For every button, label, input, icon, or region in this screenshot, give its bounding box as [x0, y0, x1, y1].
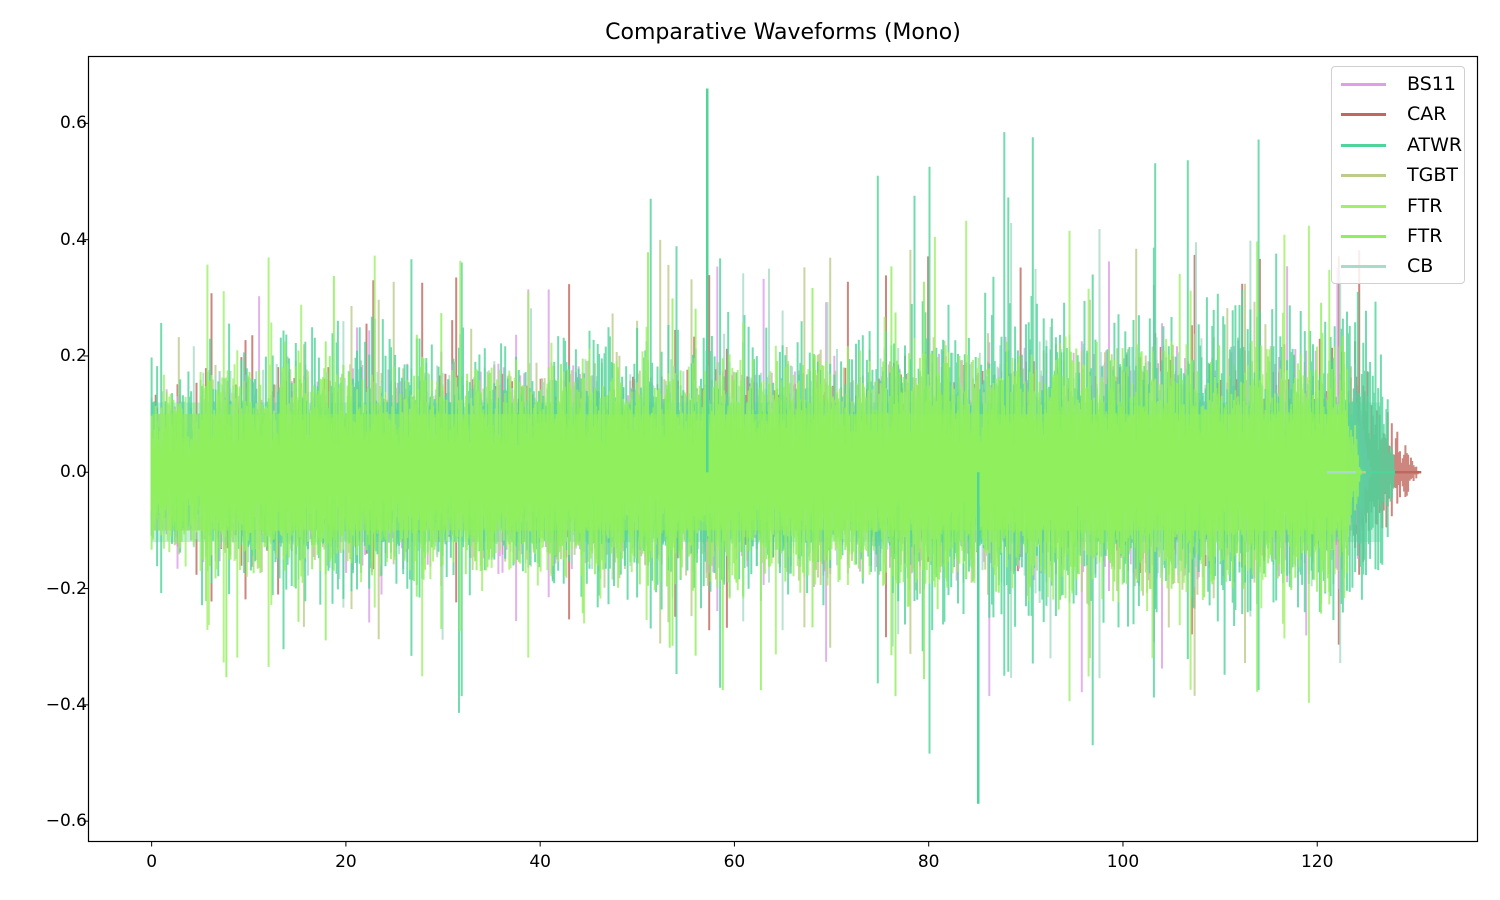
- legend-label: BS11: [1407, 73, 1456, 95]
- x-tick-label: 40: [529, 852, 551, 872]
- legend-label: CB: [1407, 255, 1434, 277]
- y-tick-label: 0.2: [59, 345, 87, 366]
- legend-swatch: [1341, 173, 1386, 177]
- legend-item-ftr-1: FTR: [1332, 193, 1442, 219]
- legend-swatch: [1341, 264, 1386, 268]
- waveform-series-ftr: [150, 241, 1362, 697]
- x-tick-label: 60: [723, 852, 746, 872]
- legend-item-car: CAR: [1332, 101, 1446, 127]
- plot-area: [150, 88, 1422, 804]
- legend-label: ATWR: [1407, 134, 1463, 156]
- legend-swatch: [1341, 112, 1386, 116]
- legend-label: FTR: [1407, 195, 1443, 217]
- legend-item-atwr: ATWR: [1332, 132, 1462, 158]
- legend-item-tgbt: TGBT: [1332, 162, 1458, 188]
- legend-label: FTR: [1407, 225, 1443, 247]
- legend-swatch: [1341, 143, 1386, 147]
- legend-label: CAR: [1407, 103, 1447, 125]
- legend-item-bs11: BS11: [1332, 71, 1456, 97]
- legend-swatch: [1341, 204, 1386, 208]
- y-tick-label: −0.2: [45, 578, 87, 599]
- legend: BS11 CAR ATWR TGBT FTR FTR CB: [1331, 66, 1465, 284]
- y-tick-label: −0.6: [45, 811, 87, 832]
- y-tick-label: 0.0: [59, 462, 87, 483]
- legend-label: TGBT: [1407, 164, 1458, 186]
- x-tick-label: 20: [335, 852, 357, 872]
- legend-item-ftr-2: FTR: [1332, 223, 1442, 249]
- waveform-core-band: [151, 414, 1347, 531]
- chart-title: Comparative Waveforms (Mono): [605, 20, 961, 45]
- x-tick-label: 0: [146, 852, 158, 872]
- y-tick-label: −0.4: [45, 694, 87, 715]
- axis-ticks: [83, 122, 1318, 847]
- legend-item-cb: CB: [1332, 253, 1433, 279]
- legend-swatch: [1341, 234, 1386, 238]
- y-tick-label: 0.4: [59, 229, 87, 250]
- y-tick-label: 0.6: [59, 113, 87, 134]
- x-tick-label: 80: [917, 852, 940, 872]
- axes-frame: [87, 55, 1479, 843]
- x-tick-label: 100: [1106, 852, 1140, 872]
- x-tick-label: 120: [1300, 852, 1334, 872]
- legend-swatch: [1341, 82, 1386, 86]
